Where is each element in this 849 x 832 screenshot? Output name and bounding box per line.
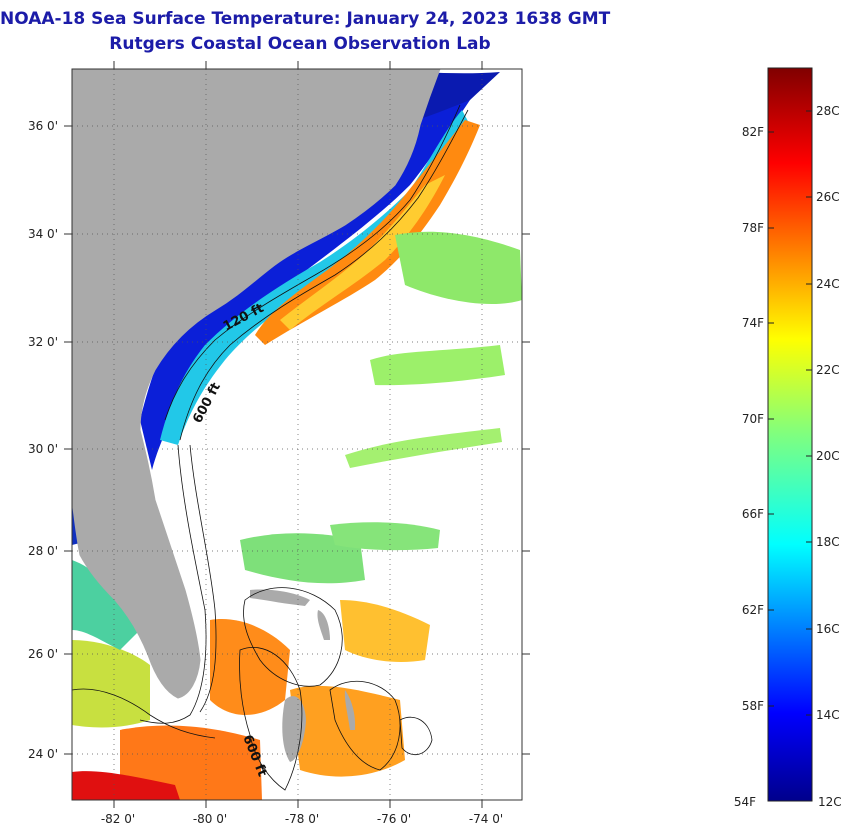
lat-label: 32 0' xyxy=(28,335,58,349)
sst-offshore-green-4 xyxy=(240,533,365,584)
fahrenheit-label: 82F xyxy=(742,125,764,139)
lon-label: -76 0' xyxy=(377,812,411,826)
lat-label: 24 0' xyxy=(28,747,58,761)
sst-bahamas-warm-1 xyxy=(210,619,290,715)
sst-offshore-green-5 xyxy=(330,522,440,551)
contour-florida-shelf-2 xyxy=(189,444,217,713)
grid-lines xyxy=(72,69,522,800)
lat-label: 30 0' xyxy=(28,442,58,456)
contour-120ft xyxy=(164,104,461,421)
contour-600ft xyxy=(179,109,469,441)
lat-label: 28 0' xyxy=(28,544,58,558)
latitude-labels: 36 0' 34 0' 32 0' 30 0' 28 0' 26 0' 24 0… xyxy=(28,119,58,761)
land-grand-bahama xyxy=(250,589,310,606)
celsius-label: 24C xyxy=(816,277,840,291)
celsius-label: 18C xyxy=(816,535,840,549)
celsius-label: 14C xyxy=(816,708,840,722)
sst-straits-hot xyxy=(72,771,180,800)
celsius-label: 26C xyxy=(816,190,840,204)
lon-label: -82 0' xyxy=(101,812,135,826)
land-us-southeast xyxy=(72,69,441,699)
colorbar-ticks xyxy=(768,110,812,716)
contour-bahamas-4 xyxy=(399,716,433,756)
fahrenheit-label: 58F xyxy=(742,699,764,713)
celsius-label: 28C xyxy=(816,104,840,118)
contour-bahamas-3 xyxy=(329,681,401,771)
colorbar-fahrenheit-labels: 82F 78F 74F 70F 66F 62F 58F 54F xyxy=(734,125,764,809)
sst-offshore-green-1 xyxy=(395,231,522,305)
fahrenheit-label: 66F xyxy=(742,507,764,521)
map-frame xyxy=(71,68,523,801)
fahrenheit-label: 62F xyxy=(742,603,764,617)
lon-label: -80 0' xyxy=(193,812,227,826)
celsius-label: 12C xyxy=(818,795,842,809)
fahrenheit-label: 74F xyxy=(742,316,764,330)
fahrenheit-label: 70F xyxy=(742,412,764,426)
map-panel: 120 ft 600 ft 600 ft xyxy=(72,69,522,800)
sst-gulf-green xyxy=(72,560,140,650)
fahrenheit-label: 54F xyxy=(734,795,756,809)
celsius-label: 22C xyxy=(816,363,840,377)
land-abaco xyxy=(317,610,330,640)
lon-label: -74 0' xyxy=(469,812,503,826)
frame-ticks xyxy=(64,61,530,808)
contour-keys xyxy=(72,688,216,739)
colorbar-gradient xyxy=(767,67,813,802)
longitude-labels: -82 0' -80 0' -78 0' -76 0' -74 0' xyxy=(101,812,503,826)
celsius-label: 20C xyxy=(816,449,840,463)
colorbar: 28C 26C 24C 22C 20C 18C 16C 14C 12C 82F … xyxy=(734,67,842,809)
sst-bahamas-warm-3 xyxy=(340,600,430,662)
fahrenheit-label: 78F xyxy=(742,221,764,235)
lat-label: 26 0' xyxy=(28,647,58,661)
bathymetry-contours xyxy=(72,104,469,791)
contour-bahamas-2 xyxy=(239,647,303,791)
map-title: NOAA-18 Sea Surface Temperature: January… xyxy=(0,9,611,29)
contour-florida-shelf xyxy=(139,444,207,724)
map-subtitle: Rutgers Coastal Ocean Observation Lab xyxy=(109,34,491,54)
lat-label: 36 0' xyxy=(28,119,58,133)
contour-bahamas-1 xyxy=(243,587,343,687)
land-eleuthera xyxy=(344,690,356,730)
sst-offshore-green-3 xyxy=(345,428,502,468)
lon-label: -78 0' xyxy=(285,812,319,826)
sst-bahamas-warm-2 xyxy=(290,685,405,777)
land-andros-island xyxy=(282,696,306,762)
colorbar-celsius-labels: 28C 26C 24C 22C 20C 18C 16C 14C 12C xyxy=(816,104,842,809)
sst-gulf-stream-core xyxy=(280,175,445,330)
sst-gulf-mixed xyxy=(72,640,150,728)
lat-label: 34 0' xyxy=(28,227,58,241)
sst-shelf-cool xyxy=(160,110,470,445)
celsius-label: 16C xyxy=(816,622,840,636)
sst-offshore-green-2 xyxy=(370,345,505,386)
